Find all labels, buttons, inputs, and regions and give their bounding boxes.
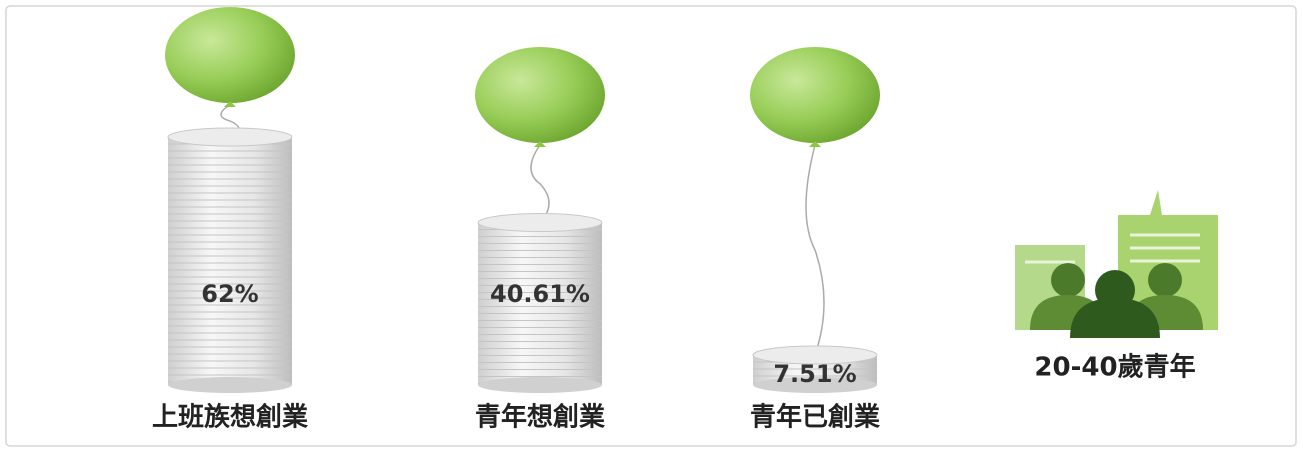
- value-label: 62%: [201, 280, 258, 308]
- coin-top: [477, 213, 603, 233]
- value-label: 7.51%: [773, 360, 856, 388]
- balloon-string: [805, 144, 825, 356]
- coin-stack: [478, 222, 602, 385]
- frame: [5, 5, 1297, 447]
- balloon: [750, 47, 880, 143]
- balloon: [475, 47, 605, 143]
- coin-bottom: [753, 377, 877, 393]
- balloon-knot: [809, 141, 821, 147]
- annotation: 20-40歲青年: [1034, 352, 1195, 383]
- coin-top: [167, 127, 293, 147]
- balloon-knot: [224, 101, 236, 107]
- people-icon: [1015, 190, 1218, 338]
- coin-stack: [168, 137, 292, 385]
- coin-bottom: [168, 377, 292, 393]
- balloon-knot: [534, 141, 546, 147]
- category-label: 青年想創業: [475, 402, 605, 433]
- balloon: [165, 7, 295, 103]
- value-label: 40.61%: [490, 280, 590, 308]
- coin-bottom: [478, 377, 602, 393]
- category-label: 上班族想創業: [152, 402, 308, 433]
- category-label: 青年已創業: [750, 402, 880, 433]
- balloon-string: [530, 144, 550, 224]
- coin-top: [752, 345, 878, 365]
